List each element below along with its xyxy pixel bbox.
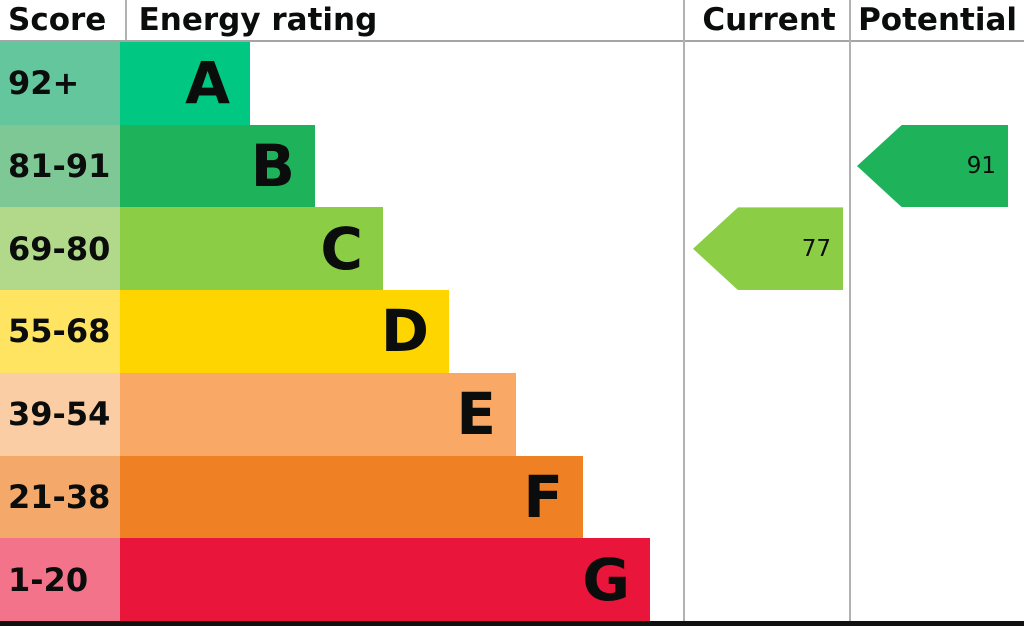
score-range-d: 55-68	[0, 290, 120, 373]
band-row-a: 92+ A	[0, 42, 1024, 125]
potential-rating-value: 91	[966, 153, 996, 180]
header-current: Current	[702, 2, 836, 38]
score-range-c: 69-80	[0, 207, 120, 291]
band-row-g: 1-20 G	[0, 538, 1024, 621]
current-column-divider	[683, 0, 685, 621]
score-range-g: 1-20	[0, 538, 120, 621]
band-rows: 92+ A 81-91 B 69-80 C 55-68 D 39-54 E 21…	[0, 42, 1024, 621]
score-range-b: 81-91	[0, 124, 120, 208]
band-row-d: 55-68 D	[0, 290, 1024, 373]
header-row: Score Energy rating Current Potential	[0, 0, 1024, 42]
bottom-border-bar	[0, 621, 1024, 626]
band-bar-g: G	[120, 538, 650, 621]
band-bar-d: D	[120, 290, 449, 373]
band-row-b: 81-91 B	[0, 124, 1024, 208]
current-rating-value: 77	[801, 235, 831, 262]
band-bar-e: E	[120, 372, 516, 456]
header-score: Score	[0, 0, 127, 40]
band-bar-c: C	[120, 207, 383, 291]
band-row-e: 39-54 E	[0, 372, 1024, 456]
header-potential: Potential	[858, 2, 1017, 38]
score-range-e: 39-54	[0, 372, 120, 456]
score-range-a: 92+	[0, 42, 120, 125]
band-row-c: 69-80 C	[0, 207, 1024, 291]
band-bar-b: B	[120, 124, 315, 208]
score-range-f: 21-38	[0, 455, 120, 539]
band-bar-f: F	[120, 455, 583, 539]
band-bar-a: A	[120, 42, 250, 125]
potential-column-divider	[849, 0, 851, 621]
band-row-f: 21-38 F	[0, 455, 1024, 539]
header-energy-rating: Energy rating	[138, 2, 378, 38]
